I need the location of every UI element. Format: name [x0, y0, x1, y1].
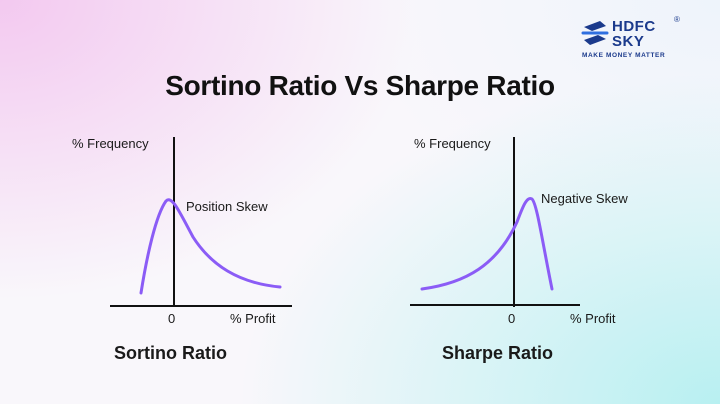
sharpe-caption: Sharpe Ratio — [442, 343, 553, 363]
registered-mark: ® — [674, 15, 680, 24]
sharpe-origin-label: 0 — [508, 311, 515, 326]
sortino-caption: Sortino Ratio — [114, 343, 227, 363]
sharpe-distribution-curve — [420, 197, 554, 291]
sharpe-skew-label: Negative Skew — [541, 191, 628, 206]
sortino-panel: % Frequency Position Skew 0 % Profit Sor… — [72, 136, 292, 363]
hdfc-sky-logo-icon — [581, 21, 609, 45]
sortino-origin-label: 0 — [168, 311, 175, 326]
sortino-distribution-curve — [139, 198, 282, 295]
sortino-x-axis-label: % Profit — [230, 311, 276, 326]
brand-tagline: MAKE MONEY MATTER — [582, 52, 666, 59]
brand-name-line2: SKY — [612, 33, 645, 50]
brand-name-line1: HDFC — [612, 18, 656, 35]
sharpe-y-axis-label: % Frequency — [414, 136, 491, 151]
sharpe-x-axis-label: % Profit — [570, 311, 616, 326]
sortino-y-axis-label: % Frequency — [72, 136, 149, 151]
sharpe-panel: % Frequency Negative Skew 0 % Profit Sha… — [410, 136, 628, 363]
sortino-skew-label: Position Skew — [186, 199, 268, 214]
page-title: Sortino Ratio Vs Sharpe Ratio — [165, 70, 555, 101]
brand-logo: HDFC SKY ® MAKE MONEY MATTER — [580, 14, 700, 64]
